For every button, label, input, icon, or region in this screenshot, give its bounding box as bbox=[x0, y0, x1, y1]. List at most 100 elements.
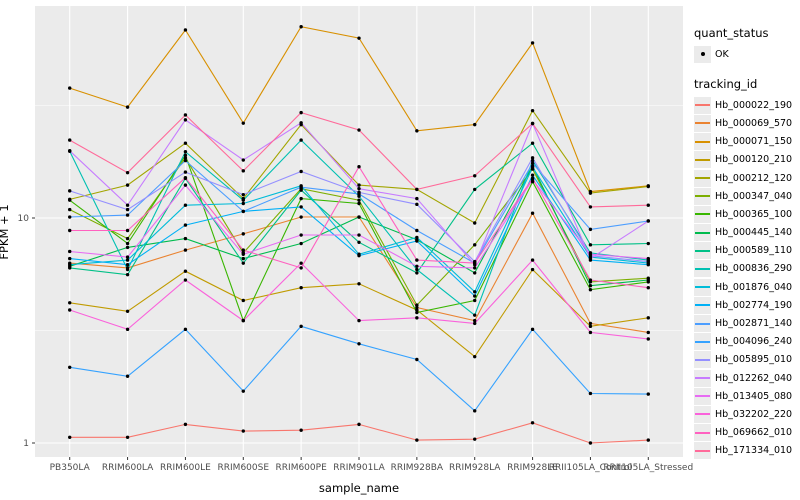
data-point-Hb_000365_100 bbox=[588, 288, 593, 292]
data-point-Hb_000071_150 bbox=[473, 122, 477, 127]
data-point-Hb_001876_040 bbox=[415, 235, 419, 240]
data-point-Hb_000836_290 bbox=[125, 267, 130, 272]
data-point-Hb_000589_110 bbox=[125, 272, 130, 277]
data-point-Hb_000589_110 bbox=[68, 266, 72, 270]
legend-label-ok: OK bbox=[715, 48, 729, 60]
data-point-Hb_004096_240 bbox=[588, 391, 593, 396]
legend-item-Hb_032202_220: Hb_032202_220 bbox=[694, 405, 800, 423]
data-point-Hb_013405_080 bbox=[241, 252, 245, 256]
data-point-Hb_000445_140 bbox=[588, 284, 593, 288]
data-point-Hb_000120_210 bbox=[646, 316, 650, 320]
data-point-Hb_000445_140 bbox=[241, 256, 245, 261]
data-point-Hb_004096_240 bbox=[530, 327, 535, 332]
data-point-Hb_004096_240 bbox=[415, 357, 419, 362]
data-point-Hb_002774_190 bbox=[299, 205, 303, 209]
legend-item-Hb_004096_240: Hb_004096_240 bbox=[694, 333, 800, 351]
data-point-Hb_000347_040 bbox=[68, 207, 72, 212]
data-point-Hb_004096_240 bbox=[299, 324, 303, 329]
data-point-Hb_032202_220 bbox=[473, 321, 477, 326]
data-point-Hb_000365_100 bbox=[299, 196, 303, 201]
data-point-Hb_000022_190 bbox=[183, 422, 188, 427]
legend-key-line-icon bbox=[694, 133, 711, 151]
legend-key-line-icon bbox=[694, 424, 711, 442]
legend-label: Hb_032202_220 bbox=[715, 408, 793, 420]
data-point-Hb_002871_140 bbox=[125, 213, 130, 217]
legend-item-Hb_000069_570: Hb_000069_570 bbox=[694, 114, 800, 132]
data-point-Hb_000071_150 bbox=[125, 105, 130, 109]
data-point-Hb_005895_010 bbox=[530, 156, 535, 160]
legend-item-Hb_000212_120: Hb_000212_120 bbox=[694, 169, 800, 187]
data-point-Hb_012262_040 bbox=[357, 186, 361, 191]
legend-item-ok: OK bbox=[694, 45, 800, 63]
data-point-Hb_000836_290 bbox=[415, 267, 419, 272]
legend-key-line-icon bbox=[694, 333, 711, 351]
data-point-Hb_005895_010 bbox=[68, 189, 72, 193]
data-point-Hb_000365_100 bbox=[125, 241, 130, 246]
legend-label: Hb_001876_040 bbox=[715, 281, 793, 293]
legend-label: Hb_013405_080 bbox=[715, 390, 793, 402]
data-point-Hb_000022_190 bbox=[241, 429, 245, 433]
data-point-Hb_000022_190 bbox=[125, 435, 130, 440]
legend-item-Hb_000347_040: Hb_000347_040 bbox=[694, 187, 800, 205]
data-point-Hb_000212_120 bbox=[646, 184, 650, 189]
legend-label: Hb_004096_240 bbox=[715, 336, 793, 348]
data-point-Hb_000212_120 bbox=[125, 183, 130, 187]
data-point-Hb_000836_290 bbox=[183, 150, 188, 154]
legend-item-Hb_069662_010: Hb_069662_010 bbox=[694, 424, 800, 442]
data-point-Hb_000120_210 bbox=[125, 309, 130, 313]
legend-key-line-icon bbox=[694, 96, 711, 114]
data-point-Hb_069662_010 bbox=[415, 258, 419, 262]
legend-title-tracking-id: tracking_id bbox=[694, 77, 758, 92]
x-tick-label: RRIM600LA bbox=[102, 463, 154, 473]
data-point-Hb_000120_210 bbox=[530, 267, 535, 272]
data-point-Hb_032202_220 bbox=[241, 318, 245, 323]
x-tick-label: RRIM600SE bbox=[218, 463, 270, 473]
data-point-Hb_000445_140 bbox=[357, 215, 361, 219]
data-point-Hb_069662_010 bbox=[241, 248, 245, 252]
legend-item-Hb_000589_110: Hb_000589_110 bbox=[694, 242, 800, 260]
data-point-Hb_069662_010 bbox=[646, 286, 650, 290]
data-point-Hb_000022_190 bbox=[68, 435, 72, 440]
data-point-Hb_002774_190 bbox=[415, 239, 419, 243]
data-point-Hb_013405_080 bbox=[68, 249, 72, 254]
data-point-Hb_000069_570 bbox=[415, 305, 419, 310]
y-tick-label: 10 bbox=[18, 214, 30, 224]
legend-key-line-icon bbox=[694, 296, 711, 314]
data-point-Hb_069662_010 bbox=[299, 266, 303, 270]
data-point-Hb_000589_110 bbox=[646, 241, 650, 246]
legend-label: Hb_002774_190 bbox=[715, 299, 793, 311]
x-tick-label: RRIM901LA bbox=[333, 463, 385, 473]
data-point-Hb_069662_010 bbox=[588, 278, 593, 282]
data-point-Hb_001876_040 bbox=[241, 201, 245, 206]
data-point-Hb_005895_010 bbox=[183, 170, 188, 174]
data-point-Hb_000589_110 bbox=[415, 271, 419, 275]
data-point-Hb_000069_570 bbox=[183, 248, 188, 252]
data-point-Hb_004096_240 bbox=[68, 365, 72, 369]
data-point-Hb_012262_040 bbox=[125, 203, 130, 207]
data-point-Hb_171334_010 bbox=[530, 121, 535, 126]
legend-title-quant-status: quant_status bbox=[694, 26, 769, 40]
data-point-Hb_000589_110 bbox=[588, 243, 593, 247]
x-axis-title: sample_name bbox=[318, 481, 400, 495]
legend-label: Hb_000365_100 bbox=[715, 208, 793, 220]
data-point-Hb_171334_010 bbox=[473, 174, 477, 178]
data-point-Hb_000069_570 bbox=[588, 321, 593, 326]
data-point-Hb_002774_190 bbox=[530, 173, 535, 177]
data-point-Hb_069662_010 bbox=[357, 165, 361, 169]
data-point-Hb_005895_010 bbox=[357, 190, 361, 195]
data-point-Hb_002774_190 bbox=[473, 294, 477, 298]
data-point-Hb_069662_010 bbox=[183, 176, 188, 180]
data-point-Hb_002774_190 bbox=[646, 263, 650, 267]
data-point-Hb_032202_220 bbox=[125, 327, 130, 332]
data-point-Hb_171334_010 bbox=[415, 187, 419, 192]
data-point-Hb_000022_190 bbox=[588, 441, 593, 445]
data-point-Hb_171334_010 bbox=[125, 170, 130, 175]
data-point-Hb_000022_190 bbox=[415, 438, 419, 442]
data-point-Hb_000445_140 bbox=[125, 245, 130, 250]
data-point-Hb_032202_220 bbox=[646, 337, 650, 341]
data-point-Hb_000022_190 bbox=[530, 421, 535, 425]
data-point-Hb_171334_010 bbox=[588, 205, 593, 209]
legend-label: Hb_000022_190 bbox=[715, 99, 793, 111]
data-point-Hb_001876_040 bbox=[183, 203, 188, 207]
